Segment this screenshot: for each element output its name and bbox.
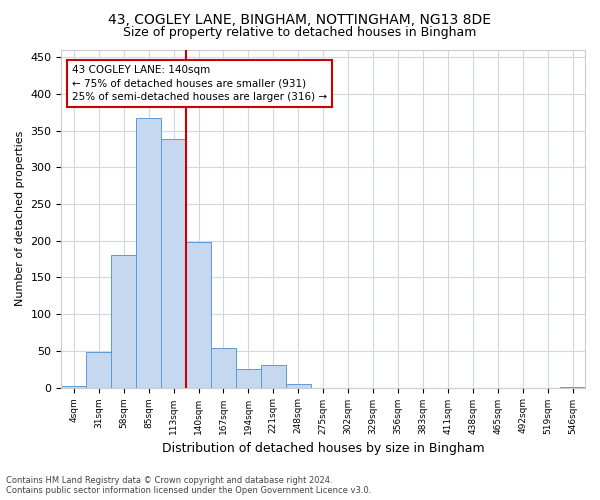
Bar xyxy=(186,242,211,388)
Bar xyxy=(161,139,186,388)
Bar xyxy=(236,369,261,388)
Text: 43, COGLEY LANE, BINGHAM, NOTTINGHAM, NG13 8DE: 43, COGLEY LANE, BINGHAM, NOTTINGHAM, NG… xyxy=(109,12,491,26)
Y-axis label: Number of detached properties: Number of detached properties xyxy=(15,131,25,306)
Bar xyxy=(136,118,161,388)
Bar xyxy=(86,352,111,388)
Text: Contains HM Land Registry data © Crown copyright and database right 2024.
Contai: Contains HM Land Registry data © Crown c… xyxy=(6,476,371,495)
Bar xyxy=(286,384,311,388)
X-axis label: Distribution of detached houses by size in Bingham: Distribution of detached houses by size … xyxy=(162,442,485,455)
Text: Size of property relative to detached houses in Bingham: Size of property relative to detached ho… xyxy=(124,26,476,39)
Bar xyxy=(560,387,585,388)
Bar xyxy=(261,365,286,388)
Bar xyxy=(111,254,136,388)
Bar xyxy=(61,386,86,388)
Text: 43 COGLEY LANE: 140sqm
← 75% of detached houses are smaller (931)
25% of semi-de: 43 COGLEY LANE: 140sqm ← 75% of detached… xyxy=(72,65,327,102)
Bar xyxy=(211,348,236,388)
